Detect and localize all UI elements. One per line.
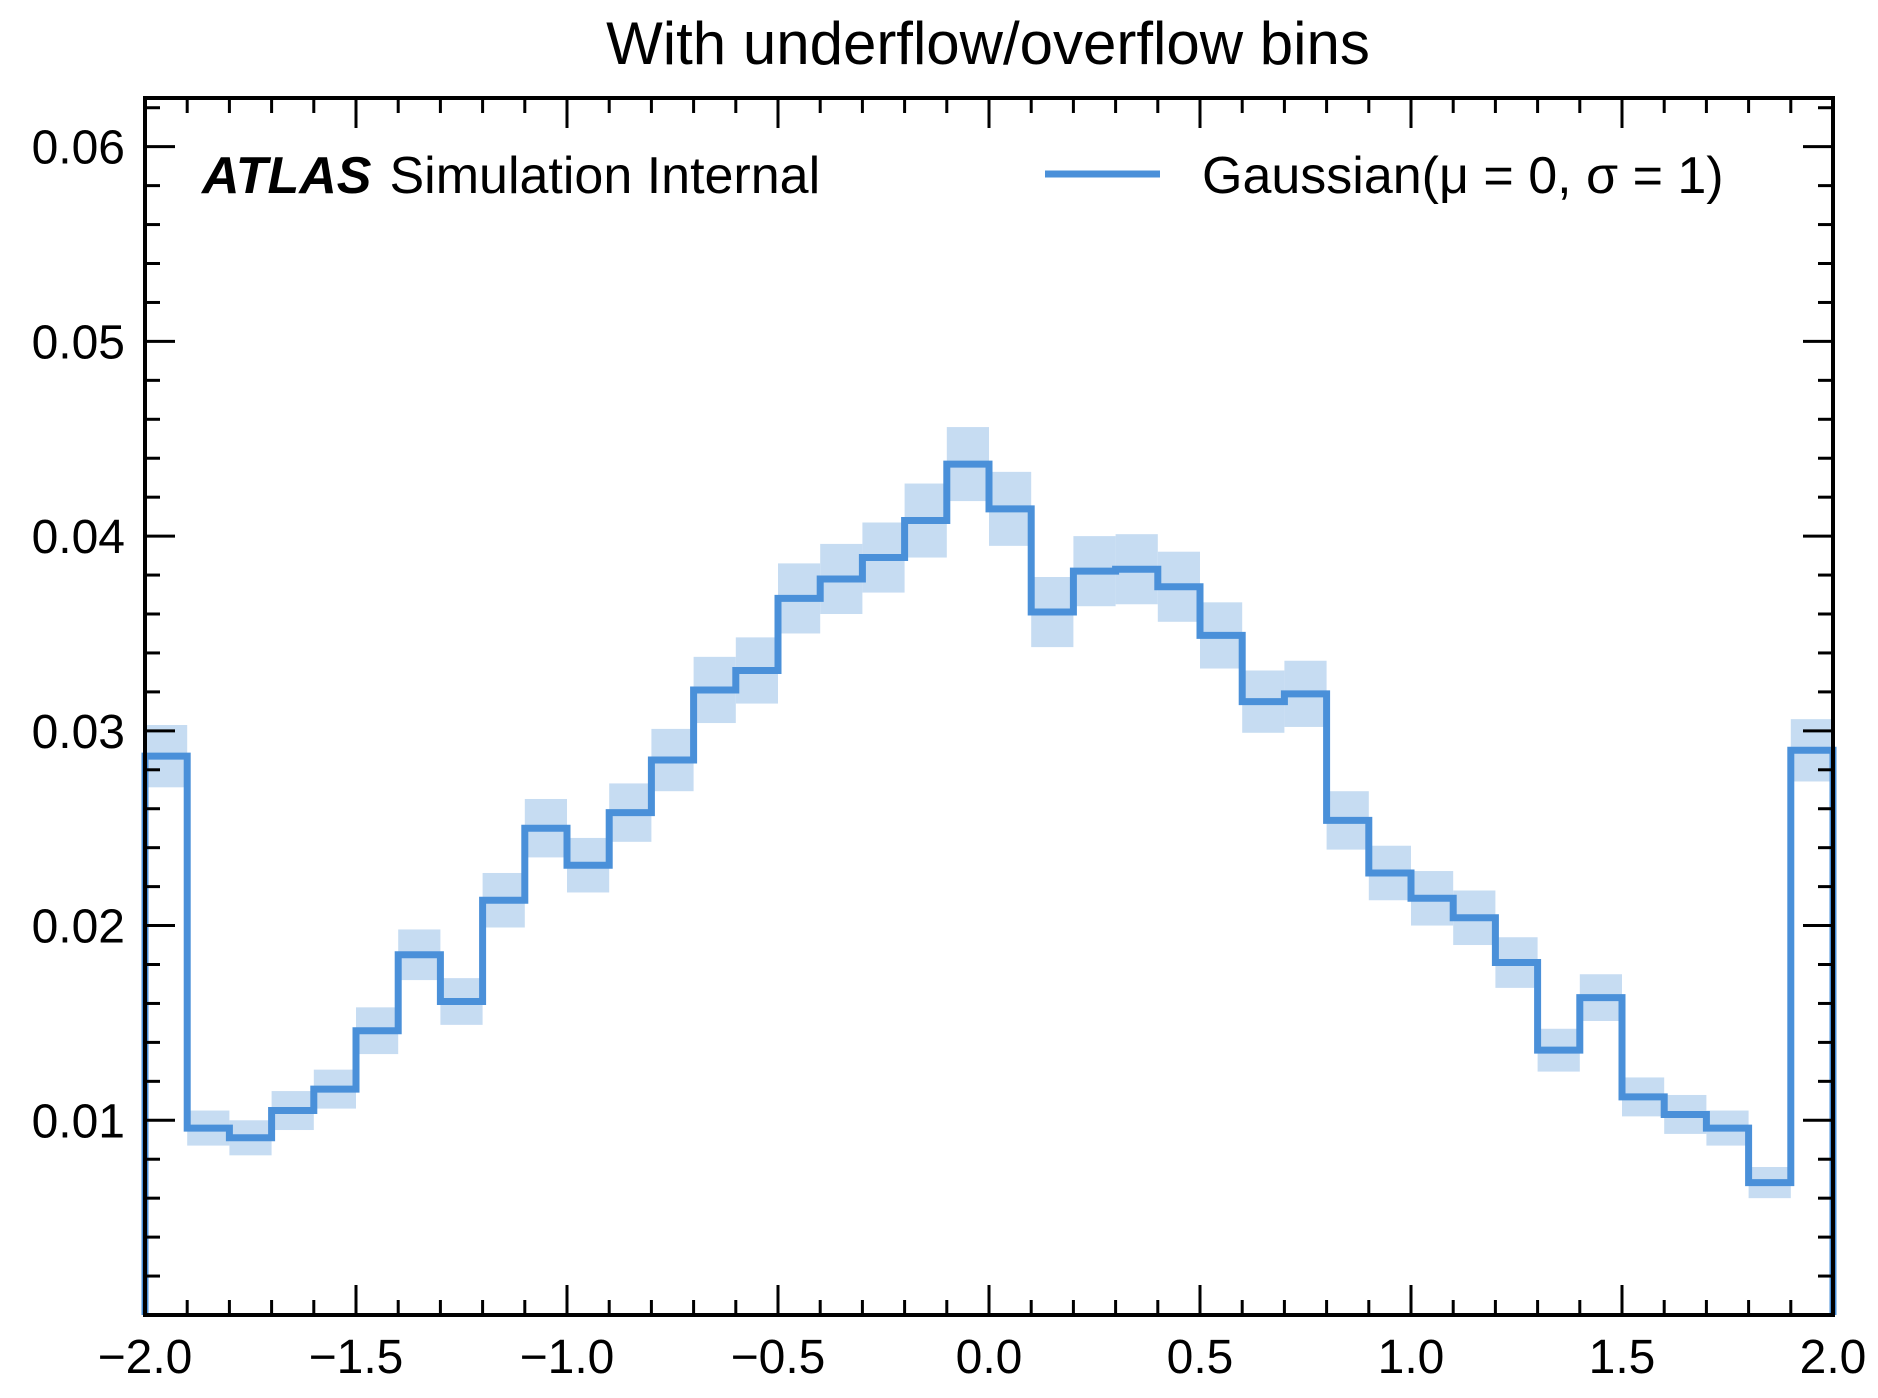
x-tick-label: 1.5 [1589,1331,1656,1384]
x-tick-label: 0.5 [1167,1331,1234,1384]
plot-area [141,427,1837,1315]
x-tick-label: −1.0 [520,1331,615,1384]
y-tick-label: 0.05 [32,316,125,369]
x-tick-label: −0.5 [731,1331,826,1384]
axis-ticks [143,98,1835,1315]
y-tick-label: 0.04 [32,511,125,564]
y-tick-label: 0.02 [32,901,125,954]
histogram-step-line [141,460,1837,1315]
legend: Gaussian(μ = 0, σ = 1) [1045,147,1724,205]
y-tick-labels: 0.01 0.02 0.03 0.04 0.05 0.06 [32,122,125,1149]
uncertainty-bands [145,427,1833,1199]
x-tick-label: −1.5 [309,1331,404,1384]
plot-frame [143,96,1835,1317]
x-tick-label: 2.0 [1800,1331,1867,1384]
atlas-label-text: Simulation Internal [389,147,820,205]
chart-title: With underflow/overflow bins [606,10,1370,77]
x-tick-labels: −2.0 −1.5 −1.0 −0.5 0.0 0.5 1.0 1.5 2.0 [98,1331,1867,1384]
x-tick-label: −2.0 [98,1331,193,1384]
y-tick-label: 0.06 [32,122,125,175]
legend-entry-gaussian: Gaussian(μ = 0, σ = 1) [1202,147,1724,205]
x-tick-label: 0.0 [956,1331,1023,1384]
atlas-experiment: ATLAS [200,147,372,205]
y-tick-label: 0.01 [32,1095,125,1148]
atlas-label: ATLAS Simulation Internal [200,147,820,205]
x-tick-label: 1.0 [1378,1331,1445,1384]
y-tick-label: 0.03 [32,706,125,759]
